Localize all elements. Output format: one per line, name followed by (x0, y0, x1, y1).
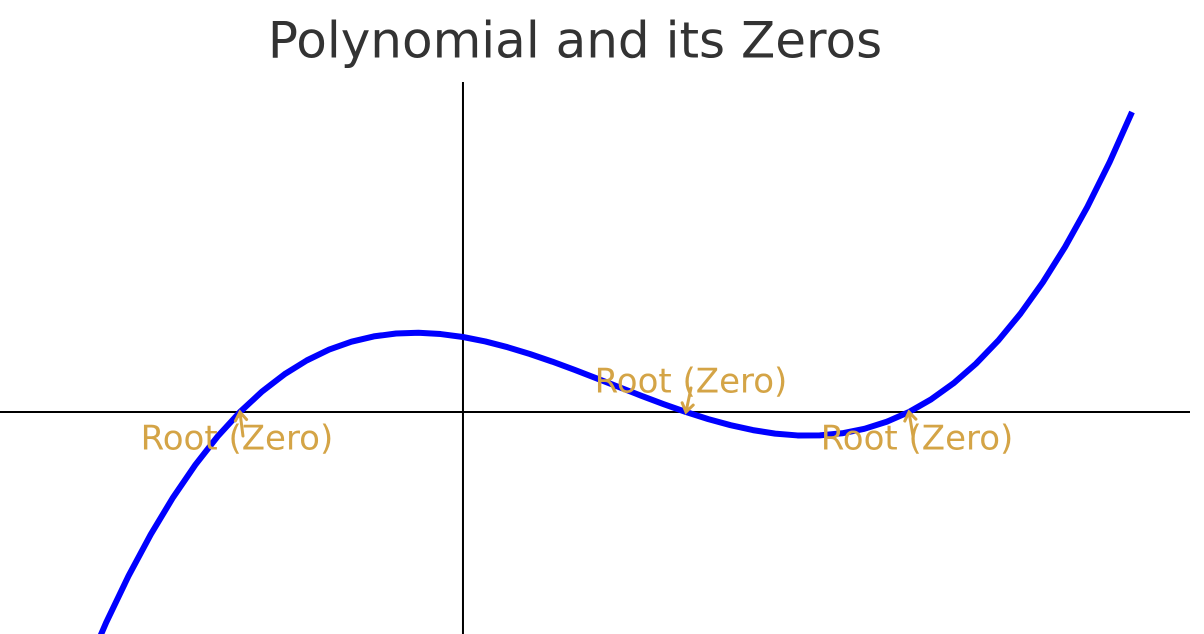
annotation-arrow (903, 409, 918, 438)
series-line (97, 110, 1135, 634)
annotation-label: Root (Zero) (595, 362, 788, 402)
annotation-arrow (680, 386, 695, 415)
annotation-label: Root (Zero) (141, 419, 334, 459)
chart-title: Polynomial and its Zeros (268, 12, 882, 70)
annotation-arrow (233, 409, 249, 438)
annotation-label: Root (Zero) (821, 419, 1014, 459)
